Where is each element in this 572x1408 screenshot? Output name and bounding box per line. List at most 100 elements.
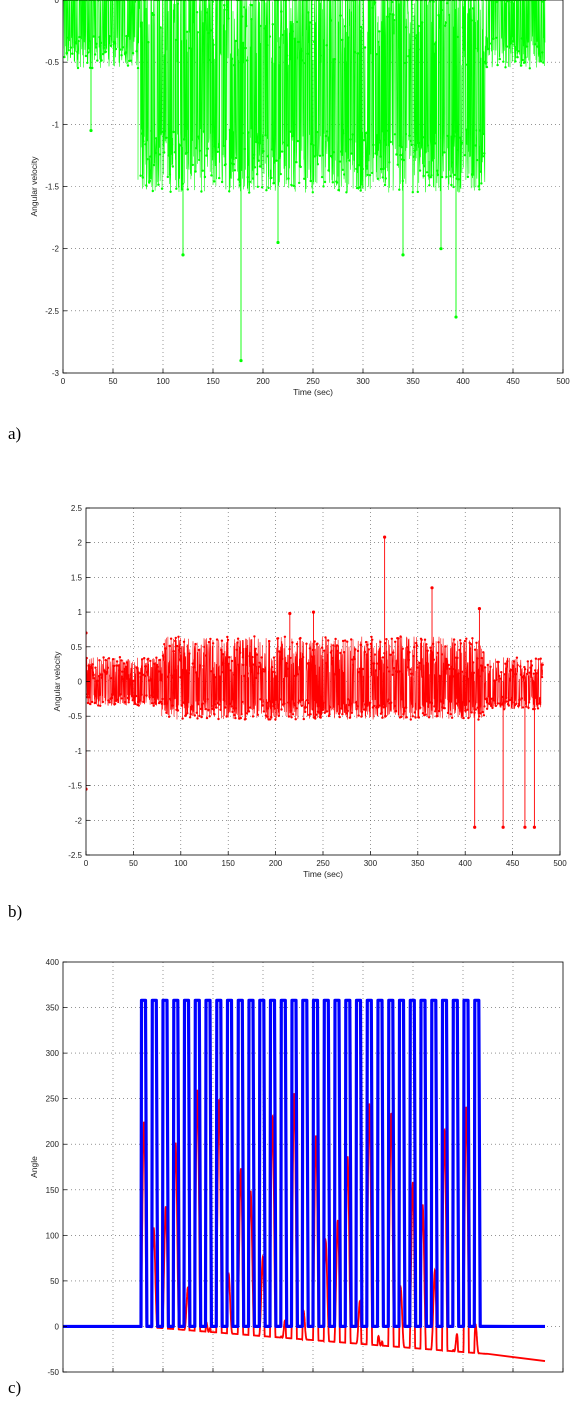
data-point	[217, 717, 220, 721]
data-point	[233, 63, 236, 67]
data-point	[291, 30, 294, 33]
data-point	[174, 38, 177, 42]
data-point	[188, 47, 191, 50]
data-point	[253, 635, 256, 638]
data-point	[364, 640, 368, 644]
data-point	[131, 51, 135, 55]
data-point	[303, 62, 307, 65]
data-point	[260, 656, 263, 659]
data-point	[470, 711, 473, 714]
data-point	[90, 666, 93, 670]
data-point	[228, 656, 231, 659]
data-point	[209, 670, 213, 673]
data-point	[304, 706, 307, 709]
data-point	[147, 657, 150, 660]
data-point	[331, 181, 334, 184]
data-point	[473, 33, 476, 36]
data-point	[423, 165, 426, 168]
data-point	[400, 715, 403, 719]
y-tick-label: 350	[46, 1004, 60, 1013]
data-point	[385, 638, 388, 641]
data-point	[194, 170, 197, 173]
data-point	[291, 713, 295, 716]
data-point	[360, 25, 363, 29]
data-point	[520, 64, 523, 67]
y-tick-label: 1	[78, 608, 83, 617]
data-point	[208, 715, 211, 718]
data-point	[327, 169, 330, 172]
data-point	[443, 151, 446, 154]
data-point	[178, 144, 182, 147]
y-tick-label: -1	[75, 747, 83, 756]
data-point	[358, 667, 362, 670]
data-point	[423, 150, 427, 153]
data-point	[368, 704, 371, 708]
data-point	[377, 40, 380, 44]
data-point	[385, 666, 389, 669]
data-point	[426, 649, 429, 652]
data-point	[287, 177, 290, 180]
data-point	[295, 642, 299, 646]
data-point	[193, 2, 196, 5]
data-point	[537, 658, 540, 661]
spike-point	[523, 825, 527, 829]
data-point	[463, 703, 466, 707]
y-tick-label: 100	[46, 1231, 60, 1240]
data-point	[250, 3, 254, 7]
data-point	[186, 188, 189, 191]
data-point	[339, 14, 342, 17]
data-point	[122, 662, 126, 665]
data-point	[148, 179, 152, 183]
data-point	[428, 701, 431, 704]
data-point	[216, 150, 219, 153]
data-point	[231, 710, 234, 714]
data-point	[243, 674, 246, 678]
data-point	[465, 637, 468, 640]
data-point	[333, 673, 337, 676]
data-point	[477, 185, 480, 188]
data-point	[92, 673, 95, 677]
data-point	[393, 133, 397, 136]
data-point	[508, 698, 511, 702]
data-point	[92, 35, 95, 38]
data-point	[307, 11, 310, 14]
data-point	[213, 703, 217, 706]
data-point	[241, 656, 245, 659]
data-point	[292, 184, 295, 188]
data-point	[459, 642, 463, 645]
data-point	[77, 39, 80, 43]
data-point	[373, 1, 377, 4]
data-point	[257, 672, 260, 675]
data-point	[197, 648, 201, 652]
data-point	[155, 663, 159, 667]
data-point	[148, 696, 151, 699]
data-point	[186, 712, 189, 715]
data-point	[262, 668, 265, 671]
data-point	[139, 174, 142, 177]
data-point	[100, 676, 103, 679]
data-point	[241, 700, 244, 704]
data-point	[409, 139, 412, 143]
data-point	[539, 657, 542, 660]
data-point	[278, 650, 282, 654]
data-point	[523, 665, 526, 669]
y-tick-label: -1	[52, 120, 60, 129]
data-point	[307, 701, 310, 705]
data-point	[520, 37, 524, 40]
data-point	[417, 24, 420, 28]
data-point	[218, 703, 221, 706]
data-point	[355, 167, 358, 171]
data-point	[467, 716, 470, 720]
data-point	[118, 48, 122, 51]
data-point	[296, 139, 299, 143]
data-point	[337, 712, 341, 715]
data-point	[318, 154, 322, 157]
data-point	[290, 183, 293, 187]
data-point	[306, 699, 309, 702]
data-point	[443, 707, 446, 710]
data-point	[478, 129, 482, 132]
data-point	[171, 704, 174, 707]
data-point	[98, 44, 102, 48]
series-line	[63, 1089, 546, 1362]
data-point	[358, 164, 361, 167]
